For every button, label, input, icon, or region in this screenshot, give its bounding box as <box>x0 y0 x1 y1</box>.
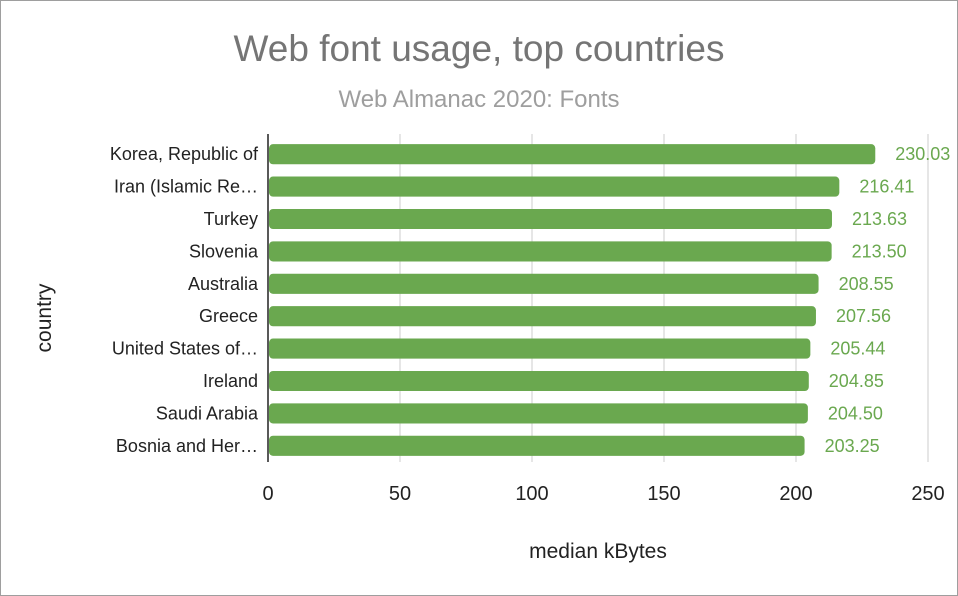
category-label: Korea, Republic of <box>110 144 259 164</box>
bar <box>269 370 809 392</box>
value-label: 230.03 <box>895 144 950 164</box>
value-label: 216.41 <box>859 177 914 197</box>
value-label: 213.50 <box>852 241 907 261</box>
bar <box>269 273 819 294</box>
category-label: Saudi Arabia <box>156 403 259 423</box>
category-label: Iran (Islamic Re… <box>114 177 258 197</box>
bar <box>269 306 816 327</box>
x-tick-label: 150 <box>647 483 680 505</box>
y-axis-label: country <box>33 283 56 353</box>
bar <box>269 403 808 424</box>
x-tick-label: 100 <box>515 483 548 505</box>
value-label: 204.85 <box>829 371 884 391</box>
value-label: 213.63 <box>852 209 907 229</box>
bar <box>269 435 805 456</box>
value-label: 208.55 <box>839 274 894 294</box>
x-tick-label: 250 <box>911 483 944 505</box>
category-label: United States of… <box>112 339 258 359</box>
x-axis-label: median kBytes <box>529 540 667 563</box>
bar <box>269 208 832 230</box>
bar <box>269 338 811 359</box>
category-label: Slovenia <box>189 241 259 261</box>
category-label: Ireland <box>203 371 258 391</box>
category-label: Australia <box>188 274 259 294</box>
chart-subtitle: Web Almanac 2020: Fonts <box>338 86 620 113</box>
value-label: 205.44 <box>830 339 885 359</box>
value-label: 203.25 <box>825 436 880 456</box>
category-label: Turkey <box>204 209 258 229</box>
bar <box>269 176 840 197</box>
labels: 0 50 100 150 200 250 Korea, Republic of 230.03 I… <box>110 144 950 505</box>
value-label: 204.50 <box>828 403 883 423</box>
chart-title: Web font usage, top countries <box>233 28 725 69</box>
x-tick-label: 0 <box>262 483 273 505</box>
bar <box>269 144 876 165</box>
x-tick-label: 200 <box>779 483 812 505</box>
category-label: Greece <box>199 306 258 326</box>
category-label: Bosnia and Her… <box>116 436 258 456</box>
bar <box>269 241 832 262</box>
value-label: 207.56 <box>836 306 891 326</box>
x-tick-label: 50 <box>389 483 411 505</box>
bars <box>269 144 876 456</box>
